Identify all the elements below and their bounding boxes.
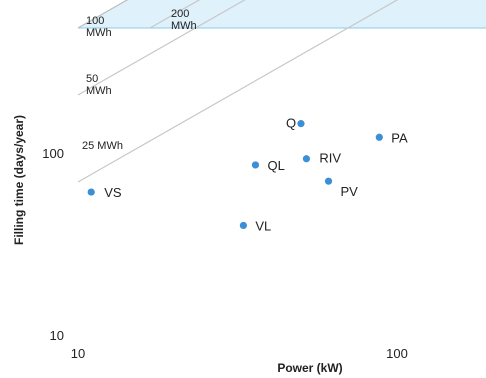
data-point-label-vl: VL [255, 218, 271, 233]
y-axis-title: Filling time (days/year) [12, 115, 26, 245]
reference-line-25mwh [77, 0, 399, 183]
data-point-label-pv: PV [341, 184, 359, 199]
data-point-label-ql: QL [267, 158, 284, 173]
reference-line-label-100mwh: 100 MWh [86, 15, 112, 39]
data-point-pv [324, 177, 333, 185]
reference-line-label-200mwh: 200 MWh [171, 8, 197, 32]
axes-layer: 10 100 10 100 [42, 146, 408, 361]
reference-line-label-25mwh: 25 MWh [82, 140, 123, 152]
reference-line-label-50mwh: 50 MWh [86, 73, 112, 97]
x-axis-title: Power (kW) [277, 361, 342, 375]
data-point-ql [251, 161, 260, 169]
data-point-vs [87, 188, 95, 196]
data-point-label-riv: RIV [319, 151, 341, 166]
points-layer: Q PA RIV QL PV VS VL [87, 116, 408, 233]
x-tick-label: 10 [71, 346, 85, 361]
data-point-label-vs: VS [104, 185, 122, 200]
data-point-label-pa: PA [391, 130, 408, 145]
reference-lines-layer: 25 MWh 50 MWh 100 MWh 200 MWh [77, 0, 399, 183]
x-tick-label: 100 [386, 346, 408, 361]
data-point-pa [375, 133, 383, 141]
data-point-q [297, 120, 305, 128]
data-point-vl [239, 221, 248, 230]
y-tick-label: 100 [42, 146, 64, 161]
data-point-riv [302, 155, 311, 163]
shaded-region-layer [78, 0, 486, 29]
data-point-label-q: Q [286, 116, 296, 131]
reference-line-50mwh [77, 0, 246, 96]
shaded-region [78, 0, 486, 28]
y-tick-label: 10 [50, 328, 64, 343]
